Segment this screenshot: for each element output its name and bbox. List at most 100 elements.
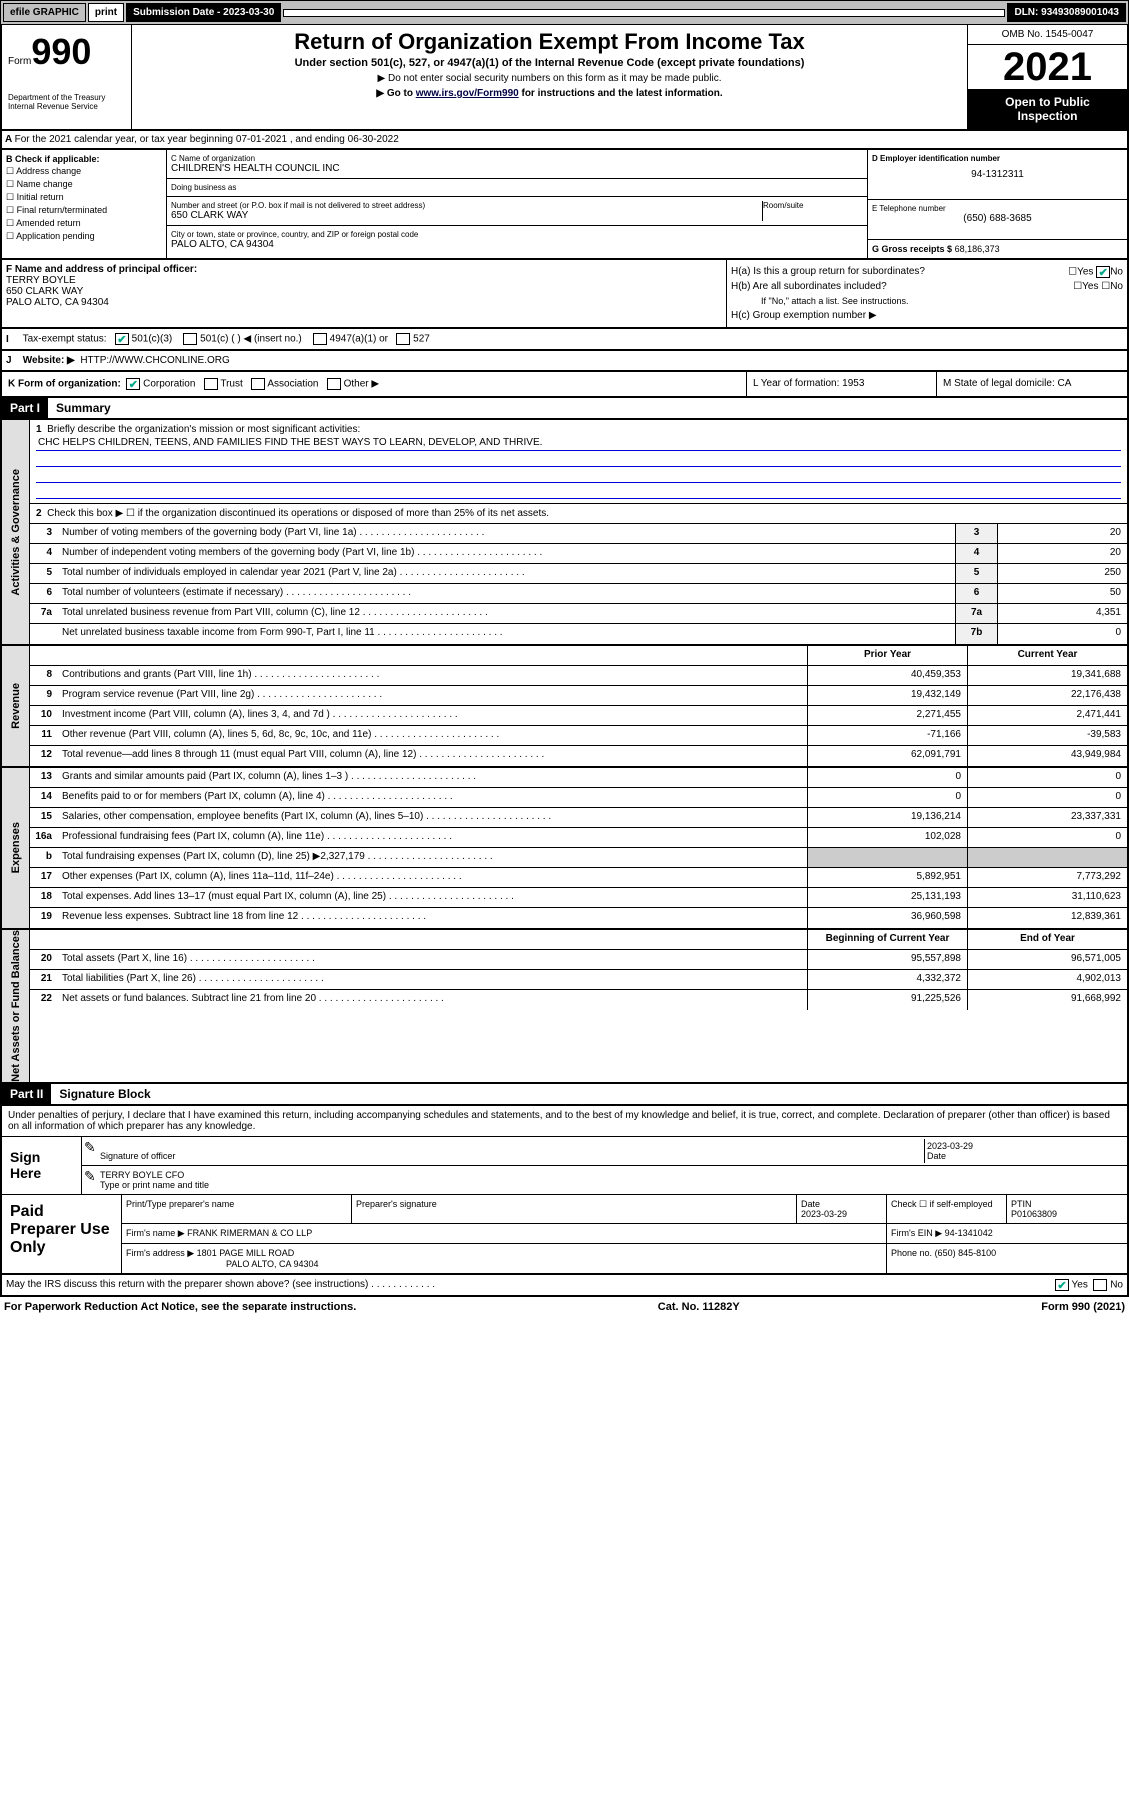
summary-line: 7a Total unrelated business revenue from…: [30, 604, 1127, 624]
submission-date: Submission Date - 2023-03-30: [126, 3, 281, 22]
summary-line: Net unrelated business taxable income fr…: [30, 624, 1127, 644]
summary-line: 16a Professional fundraising fees (Part …: [30, 828, 1127, 848]
irs-link[interactable]: www.irs.gov/Form990: [416, 88, 519, 99]
gross-label: G Gross receipts $: [872, 244, 952, 254]
net-section: Net Assets or Fund Balances Beginning of…: [0, 930, 1129, 1084]
ein: 94-1312311: [872, 169, 1123, 180]
omb-number: OMB No. 1545-0047: [968, 25, 1127, 45]
instruction-2: ▶ Go to www.irs.gov/Form990 for instruct…: [136, 88, 963, 99]
exp-tab: Expenses: [2, 768, 30, 928]
officer-name-title: TERRY BOYLE CFO: [100, 1170, 1123, 1180]
summary-line: b Total fundraising expenses (Part IX, c…: [30, 848, 1127, 868]
pen-icon: ✎: [84, 1168, 98, 1192]
part2-title: Signature Block: [51, 1084, 158, 1104]
gov-section: Activities & Governance 1 Briefly descri…: [0, 420, 1129, 646]
row-a: A For the 2021 calendar year, or tax yea…: [0, 131, 1129, 150]
title-block: Return of Organization Exempt From Incom…: [132, 25, 967, 129]
part1-title: Summary: [48, 398, 119, 418]
hc: H(c) Group exemption number ▶: [731, 308, 1123, 323]
section-deg: D Employer identification number 94-1312…: [867, 150, 1127, 258]
hb: H(b) Are all subordinates included?: [731, 281, 887, 292]
print-button[interactable]: print: [88, 3, 124, 22]
prior-year-hdr: Prior Year: [807, 646, 967, 665]
info-block: B Check if applicable: ☐ Address change …: [0, 150, 1129, 260]
ptin: P01063809: [1011, 1209, 1057, 1219]
summary-line: 5 Total number of individuals employed i…: [30, 564, 1127, 584]
discuss-row: May the IRS discuss this return with the…: [0, 1275, 1129, 1297]
ha: H(a) Is this a group return for subordin…: [731, 266, 925, 277]
b-opt-address[interactable]: ☐ Address change: [6, 166, 162, 177]
summary-line: 18 Total expenses. Add lines 13–17 (must…: [30, 888, 1127, 908]
form-header: Form990 Department of the Treasury Inter…: [0, 25, 1129, 131]
hb-boxes[interactable]: ☐Yes ☐No: [1073, 281, 1123, 292]
summary-line: 6 Total number of volunteers (estimate i…: [30, 584, 1127, 604]
b-opt-final[interactable]: ☐ Final return/terminated: [6, 205, 162, 216]
k-form: K Form of organization: ✔ Corporation Tr…: [2, 372, 747, 396]
b-opt-pending[interactable]: ☐ Application pending: [6, 231, 162, 242]
firm-phone: (650) 845-8100: [935, 1248, 997, 1258]
prep-date: 2023-03-29: [801, 1209, 847, 1219]
city-label: City or town, state or province, country…: [171, 230, 863, 239]
officer-addr1: 650 CLARK WAY: [6, 286, 722, 297]
pen-icon: ✎: [84, 1139, 98, 1163]
officer-name: TERRY BOYLE: [6, 275, 722, 286]
addr: 650 CLARK WAY: [171, 210, 762, 221]
org-name: CHILDREN'S HEALTH COUNCIL INC: [171, 163, 863, 174]
name-label: Type or print name and title: [100, 1180, 1123, 1190]
summary-line: 20 Total assets (Part X, line 16) 95,557…: [30, 950, 1127, 970]
cat-no: Cat. No. 11282Y: [658, 1301, 740, 1313]
summary-line: 15 Salaries, other compensation, employe…: [30, 808, 1127, 828]
row-fgh: F Name and address of principal officer:…: [0, 260, 1129, 329]
hb-note: If "No," attach a list. See instructions…: [731, 294, 1123, 308]
summary-line: 22 Net assets or fund balances. Subtract…: [30, 990, 1127, 1010]
curr-year-hdr: Current Year: [967, 646, 1127, 665]
summary-line: 13 Grants and similar amounts paid (Part…: [30, 768, 1127, 788]
part1-num: Part I: [2, 398, 48, 418]
summary-line: 19 Revenue less expenses. Subtract line …: [30, 908, 1127, 928]
summary-line: 4 Number of independent voting members o…: [30, 544, 1127, 564]
efile-label: efile GRAPHIC: [3, 3, 86, 22]
paperwork-notice: For Paperwork Reduction Act Notice, see …: [4, 1301, 356, 1313]
sig-officer-label: Signature of officer: [100, 1151, 922, 1161]
discuss-yn[interactable]: ✔ Yes No: [1055, 1279, 1123, 1291]
form-ref: Form 990 (2021): [1041, 1301, 1125, 1313]
section-c: C Name of organization CHILDREN'S HEALTH…: [167, 150, 867, 258]
exp-section: Expenses 13 Grants and similar amounts p…: [0, 768, 1129, 930]
b-opt-amended[interactable]: ☐ Amended return: [6, 218, 162, 229]
dept-treasury: Department of the Treasury Internal Reve…: [8, 93, 125, 111]
ha-boxes[interactable]: ☐Yes ✔No: [1068, 266, 1123, 278]
sign-here: Sign Here: [2, 1137, 82, 1194]
prep-sig-label: Preparer's signature: [352, 1195, 797, 1223]
net-tab: Net Assets or Fund Balances: [2, 930, 30, 1082]
501c3-check[interactable]: ✔: [115, 333, 129, 345]
part2-num: Part II: [2, 1084, 51, 1104]
summary-line: 17 Other expenses (Part IX, column (A), …: [30, 868, 1127, 888]
q1: Briefly describe the organization's miss…: [47, 424, 360, 435]
paid-preparer: Paid Preparer Use Only: [2, 1195, 122, 1273]
form-id-block: Form990 Department of the Treasury Inter…: [2, 25, 132, 129]
row-k: K Form of organization: ✔ Corporation Tr…: [0, 372, 1129, 398]
self-employed[interactable]: Check ☐ if self-employed: [887, 1195, 1007, 1223]
dln: DLN: 93493089001043: [1007, 3, 1126, 22]
firm-name: FRANK RIMERMAN & CO LLP: [187, 1228, 312, 1238]
mission: CHC HELPS CHILDREN, TEENS, AND FAMILIES …: [36, 435, 1121, 451]
discuss-q: May the IRS discuss this return with the…: [6, 1279, 435, 1291]
summary-line: 11 Other revenue (Part VIII, column (A),…: [30, 726, 1127, 746]
firm-addr2: PALO ALTO, CA 94304: [226, 1259, 319, 1269]
city: PALO ALTO, CA 94304: [171, 239, 863, 250]
form-number: 990: [31, 31, 91, 72]
firm-addr1: 1801 PAGE MILL ROAD: [197, 1248, 295, 1258]
sig-date-label: Date: [927, 1151, 1123, 1161]
part1-header: Part ISummary: [0, 398, 1129, 420]
footer: For Paperwork Reduction Act Notice, see …: [0, 1297, 1129, 1317]
instruction-1: ▶ Do not enter social security numbers o…: [136, 73, 963, 84]
dba-label: Doing business as: [171, 183, 863, 192]
ein-label: D Employer identification number: [872, 154, 1123, 163]
b-opt-initial[interactable]: ☐ Initial return: [6, 192, 162, 203]
corp-check[interactable]: ✔: [126, 378, 140, 390]
gov-tab: Activities & Governance: [2, 420, 30, 644]
room-label: Room/suite: [763, 201, 863, 210]
addr-label: Number and street (or P.O. box if mail i…: [171, 201, 762, 210]
org-name-label: C Name of organization: [171, 154, 863, 163]
b-opt-name[interactable]: ☐ Name change: [6, 179, 162, 190]
